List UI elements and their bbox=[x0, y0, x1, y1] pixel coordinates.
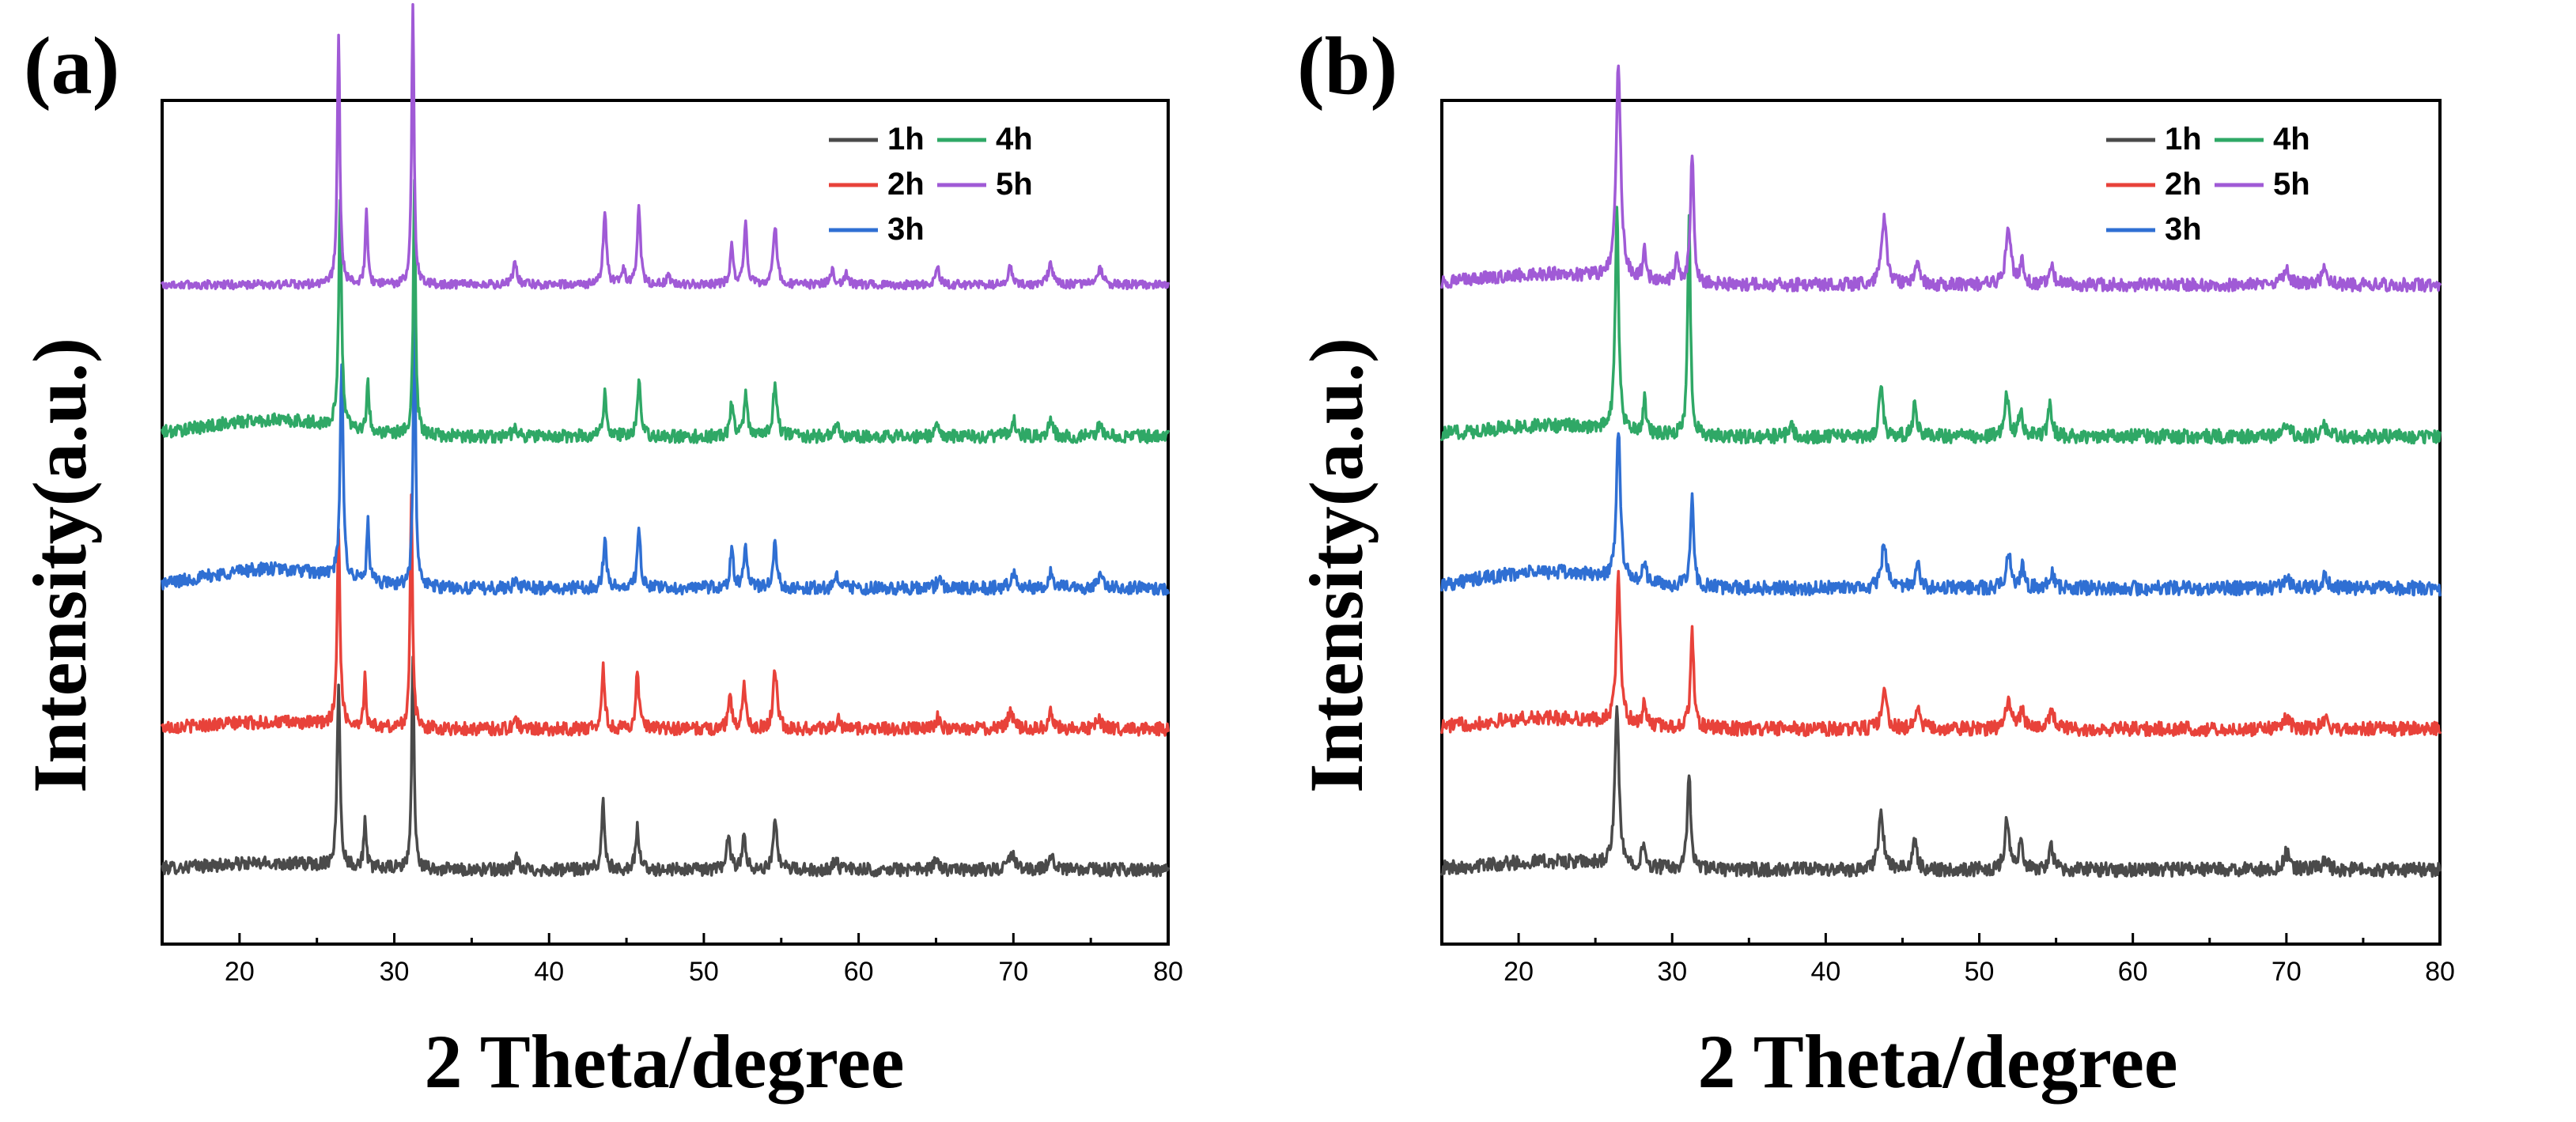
panel-b-legend: 1h 2h 3h 4h 5h bbox=[2106, 122, 2310, 247]
trace-2h bbox=[1440, 569, 2442, 738]
panel-b-traces bbox=[1440, 64, 2442, 878]
panel-a-y-axis-title: Intensity(a.u.) bbox=[17, 338, 102, 793]
panel-b-y-axis-title: Intensity(a.u.) bbox=[1294, 338, 1379, 793]
legend-label-4h: 4h bbox=[996, 122, 1033, 157]
legend-label-3h: 3h bbox=[2165, 212, 2202, 247]
legend-label-1h: 1h bbox=[2165, 122, 2202, 157]
trace-2h bbox=[161, 493, 1170, 737]
legend-label-5h: 5h bbox=[996, 167, 1033, 202]
x-tick-label: 70 bbox=[998, 957, 1028, 987]
trace-4h bbox=[1440, 206, 2442, 445]
x-tick-label: 80 bbox=[2425, 957, 2455, 987]
trace-4h bbox=[161, 178, 1170, 444]
panel-a: (a) Intensity(a.u.) 2 Theta/degree 20 30 4… bbox=[17, 2, 1183, 1104]
legend-label-1h: 1h bbox=[887, 122, 925, 157]
panel-b-label: (b) bbox=[1297, 21, 1398, 111]
legend-label-5h: 5h bbox=[2273, 167, 2310, 202]
trace-3h bbox=[161, 299, 1170, 596]
x-tick-label: 30 bbox=[380, 957, 410, 987]
panel-a-x-axis-title: 2 Theta/degree bbox=[424, 1019, 904, 1104]
trace-3h bbox=[1440, 432, 2442, 597]
panel-a-traces bbox=[161, 2, 1170, 878]
panel-b-x-axis-title: 2 Theta/degree bbox=[1697, 1019, 2177, 1104]
x-tick-label: 60 bbox=[2118, 957, 2148, 987]
x-tick-label: 70 bbox=[2271, 957, 2302, 987]
x-tick-label: 40 bbox=[534, 957, 564, 987]
x-tick-label: 20 bbox=[1504, 957, 1534, 987]
legend-label-2h: 2h bbox=[2165, 167, 2202, 202]
trace-5h bbox=[1440, 64, 2442, 293]
panel-a-plot-frame bbox=[161, 99, 1170, 946]
x-tick-label: 40 bbox=[1810, 957, 1840, 987]
panel-a-x-ticks: 20 30 40 50 60 70 80 bbox=[161, 933, 1183, 987]
panel-b-plot-frame bbox=[1440, 99, 2442, 946]
trace-5h bbox=[161, 2, 1170, 291]
legend-label-4h: 4h bbox=[2273, 122, 2310, 157]
x-tick-label: 20 bbox=[225, 957, 255, 987]
x-tick-label: 30 bbox=[1657, 957, 1687, 987]
panel-a-legend: 1h 2h 3h 4h 5h bbox=[829, 122, 1033, 247]
legend-label-3h: 3h bbox=[887, 212, 925, 247]
trace-1h bbox=[1440, 705, 2442, 878]
panel-b: (b) Intensity(a.u.) 2 Theta/degree 20 30 4… bbox=[1294, 21, 2455, 1104]
x-tick-label: 60 bbox=[844, 957, 874, 987]
x-tick-label: 50 bbox=[689, 957, 719, 987]
legend-label-2h: 2h bbox=[887, 167, 925, 202]
panel-b-x-ticks: 20 30 40 50 60 70 80 bbox=[1440, 933, 2455, 987]
trace-1h bbox=[161, 655, 1170, 878]
x-tick-label: 50 bbox=[1965, 957, 1995, 987]
x-tick-label: 80 bbox=[1153, 957, 1183, 987]
panel-a-label: (a) bbox=[24, 21, 119, 111]
